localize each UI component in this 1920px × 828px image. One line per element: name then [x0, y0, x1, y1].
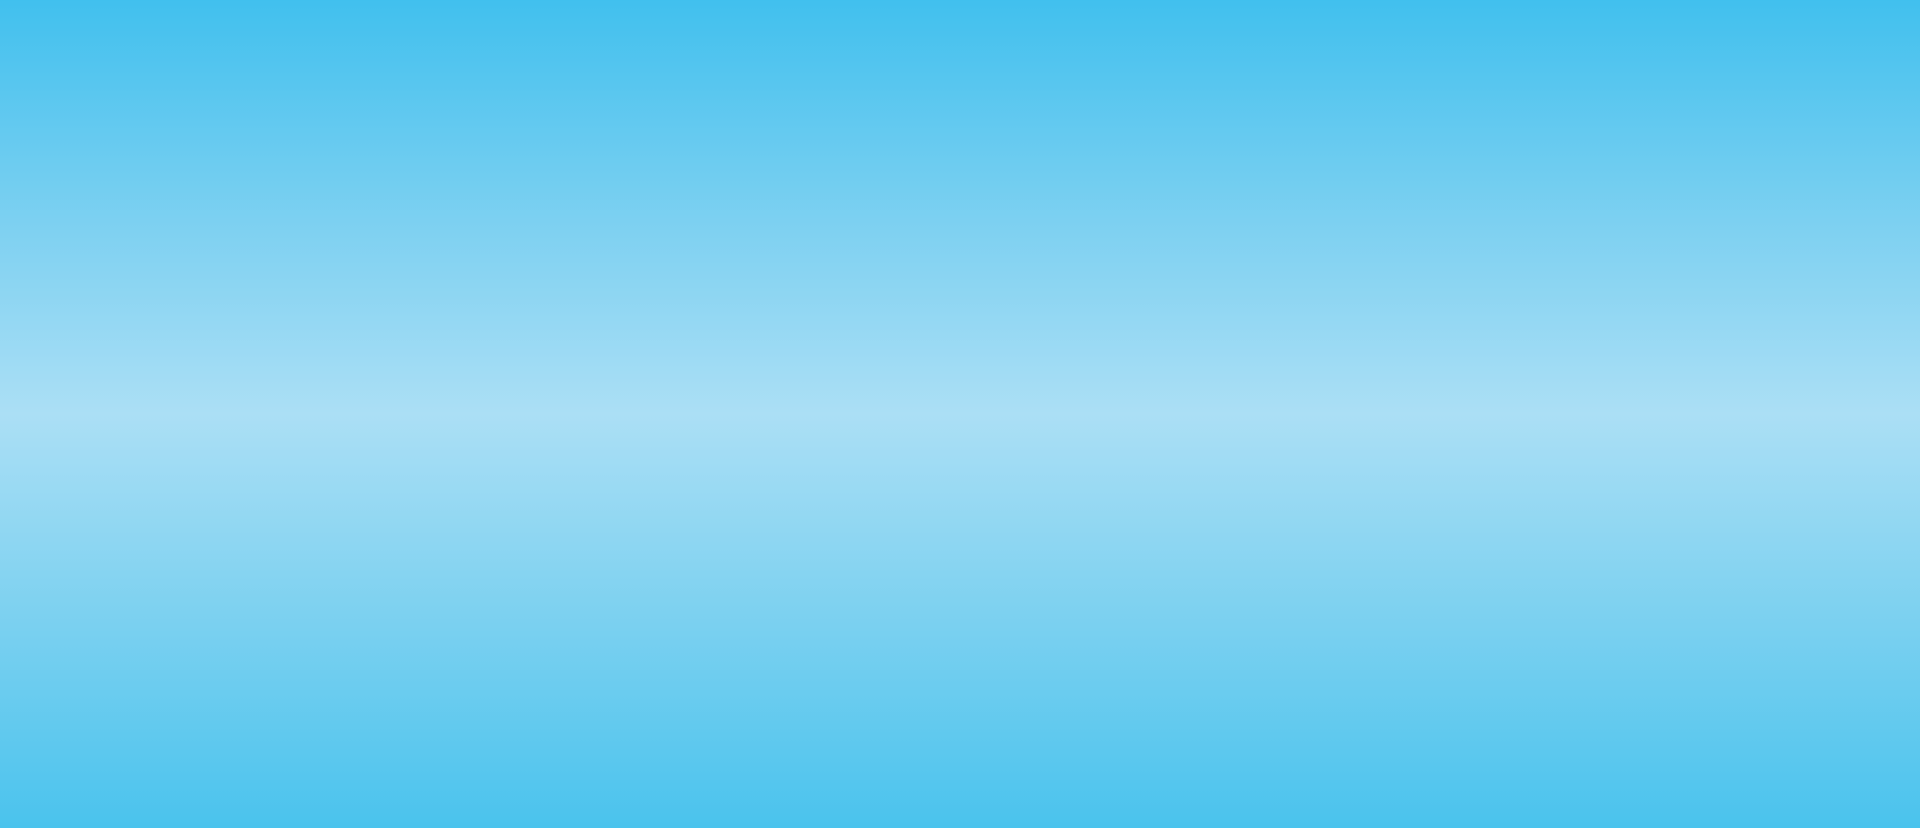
atmospheric-transmission-chart	[0, 0, 1920, 828]
infographic-canvas	[0, 0, 1920, 828]
